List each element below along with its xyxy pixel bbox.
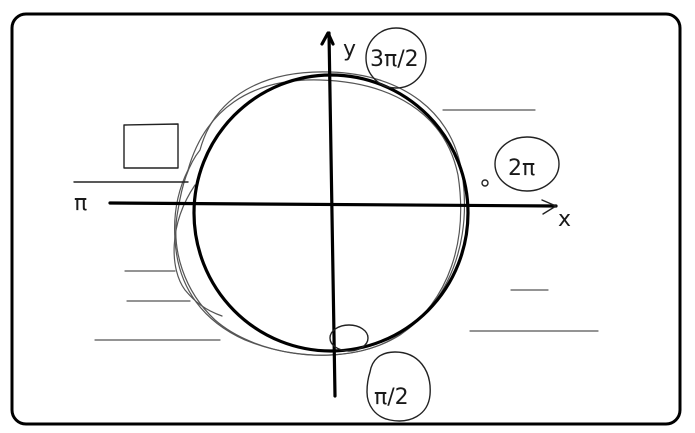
y-axis [327, 31, 337, 398]
drawing-frame [10, 12, 682, 426]
y-axis-label: y [343, 37, 356, 62]
label-right-dot [481, 179, 489, 187]
x-axis-arrow-icon [541, 199, 557, 215]
label-top-group: 3π/2 [365, 27, 427, 89]
label-left-box [123, 123, 179, 169]
label-right-group: 2π [481, 136, 560, 192]
label-bottom: π/2 [374, 385, 409, 410]
label-right: 2π [508, 156, 535, 181]
label-bottom-small-circle [329, 324, 369, 352]
label-top: 3π/2 [370, 47, 419, 72]
sketch-circle-2 [173, 79, 462, 356]
sketch-arc-left [173, 184, 223, 317]
label-left: π [74, 191, 87, 216]
x-axis-label: x [558, 207, 571, 232]
axes [108, 31, 558, 398]
label-left-group: π [73, 123, 189, 216]
y-axis-arrow-icon [320, 31, 335, 46]
label-top-circle [365, 27, 427, 89]
label-right-circle [494, 136, 560, 192]
label-bottom-circle [366, 351, 431, 422]
label-bottom-group: π/2 [329, 324, 431, 422]
answer-lines [94, 109, 599, 341]
